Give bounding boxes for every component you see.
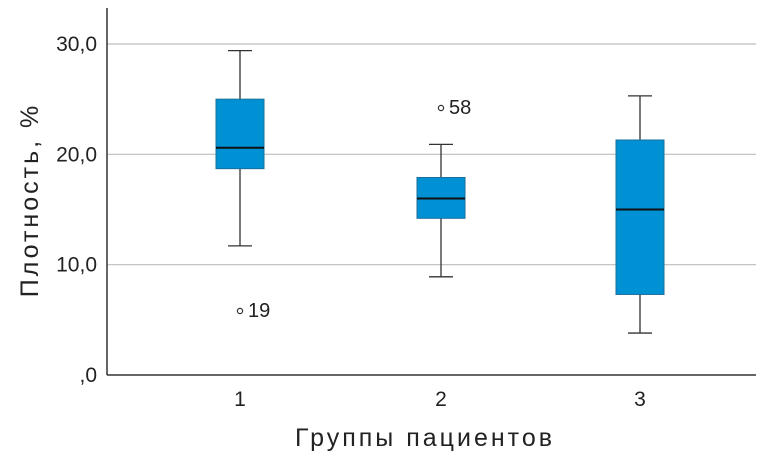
x-tick-label: 3 [634, 388, 646, 411]
iqr-box [615, 139, 665, 295]
outlier-point [236, 307, 244, 315]
box-group [615, 95, 665, 334]
x-tick-label: 1 [234, 388, 246, 411]
box-group: 58 [416, 97, 471, 278]
y-axis-title: Плотность, % [16, 103, 44, 297]
y-tick-label: 20,0 [56, 143, 97, 166]
x-tick-labels: 1 2 3 [234, 388, 646, 411]
x-axis-title: Группы пациентов [295, 424, 555, 452]
outlier-point [437, 104, 445, 112]
y-tick-label: 30,0 [56, 33, 97, 56]
y-tick-label: 10,0 [56, 254, 97, 277]
y-tick-labels: ,0 10,0 20,0 30,0 [56, 33, 97, 387]
box-group: 19 [215, 49, 270, 322]
axes [106, 8, 756, 376]
outlier-label: 19 [248, 300, 270, 322]
outlier-label: 58 [449, 97, 471, 119]
iqr-box [215, 98, 265, 170]
x-tick-label: 2 [435, 388, 447, 411]
y-tick-label: ,0 [79, 364, 97, 387]
